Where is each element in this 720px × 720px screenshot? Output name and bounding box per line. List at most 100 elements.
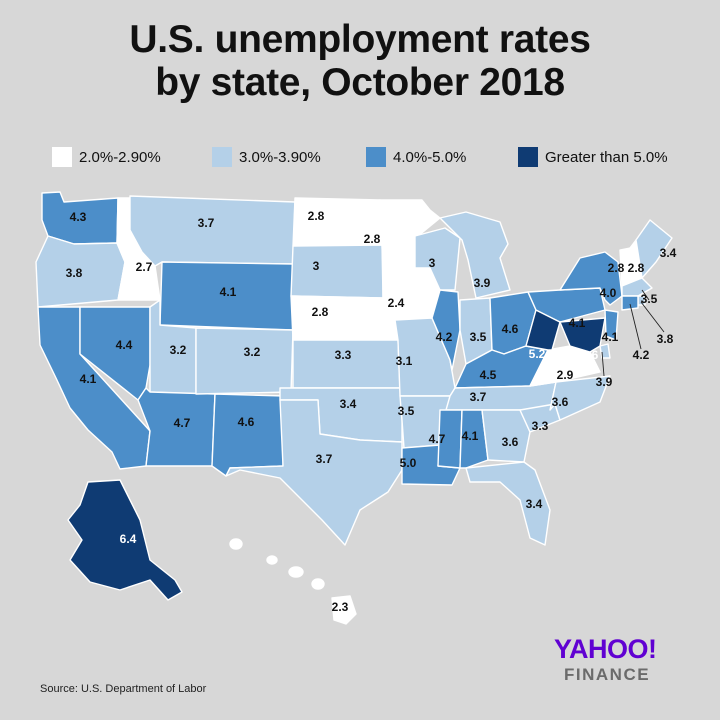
state-value-vt: 2.8 [608, 261, 625, 275]
state-value-wv: 5.2 [529, 347, 546, 361]
state-value-ct: 4.2 [633, 348, 650, 362]
hawaii-island [288, 566, 304, 578]
state-value-wi: 3 [429, 256, 436, 270]
state-value-va: 2.9 [557, 368, 574, 382]
state-shape-md [559, 317, 606, 353]
state-value-nh: 2.8 [628, 261, 645, 275]
legend-label: 3.0%-3.90% [239, 148, 321, 166]
state-value-mo: 3.1 [396, 354, 413, 368]
state-shape-ne [290, 295, 399, 341]
state-value-ak: 6.4 [120, 532, 137, 546]
state-value-id: 2.7 [136, 260, 153, 274]
state-shape-hi [331, 595, 357, 625]
state-value-al: 4.1 [462, 429, 479, 443]
title-line-1: U.S. unemployment rates [129, 18, 591, 61]
state-value-ia: 2.4 [388, 296, 405, 310]
chart-title: U.S. unemployment rates by state, Octobe… [0, 18, 720, 104]
legend-label: 2.0%-2.90% [79, 148, 161, 166]
state-value-nd: 2.8 [308, 209, 325, 223]
state-value-ut: 3.2 [170, 343, 187, 357]
legend-item-4-0-to-5-0: 4.0%-5.0% [366, 146, 466, 168]
state-value-az: 4.7 [174, 416, 191, 430]
yahoo-finance-logo: YAHOO! FINANCE [554, 634, 684, 694]
state-value-nv: 4.4 [116, 338, 133, 352]
state-shape-fl [465, 461, 551, 546]
legend: 2.0%-2.90% 3.0%-3.90% 4.0%-5.0% Greater … [52, 146, 692, 168]
state-value-tn: 3.7 [470, 390, 487, 404]
state-value-ca: 4.1 [80, 372, 97, 386]
state-value-mi: 3.9 [474, 276, 491, 290]
legend-item-greater-than-5: Greater than 5.0% [518, 146, 668, 168]
hawaii-island [266, 555, 278, 565]
state-shape-mt [129, 195, 296, 267]
state-value-ks: 3.3 [335, 348, 352, 362]
state-value-tx: 3.7 [316, 452, 333, 466]
state-shape-ma [621, 277, 653, 297]
state-shape-sd [290, 244, 384, 299]
leader-line [601, 351, 605, 377]
state-value-nj: 4.1 [602, 330, 619, 344]
hawaii-island [229, 538, 243, 550]
state-shape-il [431, 289, 461, 371]
legend-label: 4.0%-5.0% [393, 148, 467, 166]
state-value-ri: 3.8 [657, 332, 674, 346]
state-value-nm: 4.6 [238, 415, 255, 429]
state-value-la: 5.0 [400, 456, 417, 470]
state-shape-ct [621, 295, 639, 311]
legend-item-2-0-to-2-9: 2.0%-2.90% [52, 146, 161, 168]
state-value-or: 3.8 [66, 266, 83, 280]
state-value-ky: 4.5 [480, 368, 497, 382]
state-shape-ak [67, 479, 183, 601]
legend-swatch-white [52, 147, 72, 167]
state-value-sc: 3.3 [532, 419, 549, 433]
state-value-ok: 3.4 [340, 397, 357, 411]
legend-swatch-mid-blue [366, 147, 386, 167]
state-value-pa: 4.1 [569, 316, 586, 330]
legend-swatch-light-blue [212, 147, 232, 167]
state-value-me: 3.4 [660, 246, 677, 260]
title-line-2: by state, October 2018 [155, 61, 565, 104]
state-shape-al [459, 409, 489, 469]
state-value-ar: 3.5 [398, 404, 415, 418]
state-shape-me [635, 219, 673, 279]
state-value-ms: 4.7 [429, 432, 446, 446]
state-value-ma: 3.5 [641, 292, 658, 306]
leader-line [629, 303, 642, 350]
state-value-fl: 3.4 [526, 497, 543, 511]
state-value-in: 3.5 [470, 330, 487, 344]
hawaii-island [311, 578, 325, 590]
state-value-oh: 4.6 [502, 322, 519, 336]
legend-swatch-dark-blue [518, 147, 538, 167]
state-value-wa: 4.3 [70, 210, 87, 224]
state-shape-tx [225, 399, 403, 546]
state-value-nc: 3.6 [552, 395, 569, 409]
state-shape-nm [211, 393, 286, 477]
legend-item-3-0-to-3-9: 3.0%-3.90% [212, 146, 321, 168]
source-note: Source: U.S. Department of Labor [40, 683, 207, 695]
state-value-il: 4.2 [436, 330, 453, 344]
state-value-md: 5.6 [582, 348, 599, 362]
state-shape-wv [525, 309, 561, 351]
leader-line [640, 301, 665, 333]
state-value-sd: 3 [313, 259, 320, 273]
state-value-ga: 3.6 [502, 435, 519, 449]
legend-label: Greater than 5.0% [545, 148, 668, 166]
state-value-de: 3.9 [596, 375, 613, 389]
logo-brand: YAHOO! [554, 634, 657, 664]
state-shape-wi [414, 227, 461, 291]
state-value-hi: 2.3 [332, 600, 349, 614]
state-value-wy: 4.1 [220, 285, 237, 299]
state-shape-mi [439, 211, 511, 299]
state-value-mn: 2.8 [364, 232, 381, 246]
state-value-co: 3.2 [244, 345, 261, 359]
state-shape-nj [604, 309, 619, 341]
logo-product: FINANCE [564, 665, 651, 684]
state-value-mt: 3.7 [198, 216, 215, 230]
state-shape-de [599, 343, 611, 359]
state-value-ny: 4.0 [600, 286, 617, 300]
state-value-ne: 2.8 [312, 305, 329, 319]
state-shape-co [195, 327, 294, 395]
leader-line [641, 289, 650, 301]
state-shape-ga [481, 409, 531, 463]
